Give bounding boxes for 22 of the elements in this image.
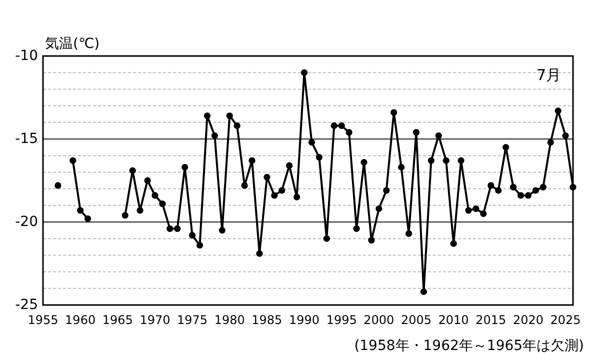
y-tick-label: -10: [15, 48, 38, 64]
y-tick-label: -25: [15, 297, 38, 313]
y-axis-title: 気温(℃): [45, 36, 100, 52]
x-tick-label: 1995: [326, 313, 357, 327]
annotation: 7月: [536, 66, 561, 84]
x-tick-label: 2000: [364, 313, 394, 327]
x-tick-label: 1965: [102, 313, 133, 327]
x-tick-label: 1985: [252, 313, 282, 327]
x-tick-label: 2010: [438, 313, 469, 327]
x-tick-label: 1990: [288, 313, 320, 327]
x-tick-label: 1975: [177, 313, 208, 327]
y-tick-label: -15: [15, 131, 38, 147]
y-tick-label: -20: [15, 214, 38, 230]
x-tick-label: 1955: [28, 313, 58, 327]
x-tick-label: 2020: [512, 313, 544, 327]
x-tick-label: 1960: [65, 313, 96, 327]
x-tick-label: 2015: [476, 313, 506, 327]
x-tick-label: 2025: [550, 313, 581, 327]
x-tick-label: 1970: [140, 313, 170, 327]
x-tick-label: 1980: [214, 313, 245, 327]
x-tick-label: 2005: [400, 313, 432, 327]
text: (1958年・1962年～1965年は欠測): [354, 338, 584, 354]
